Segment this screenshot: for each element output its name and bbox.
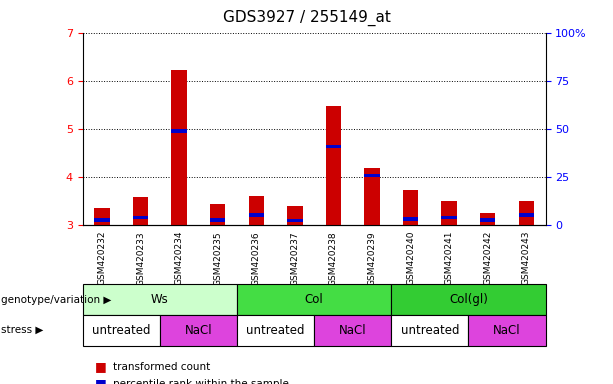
Bar: [480, 213, 495, 225]
Text: GDS3927 / 255149_at: GDS3927 / 255149_at: [223, 10, 390, 26]
Text: ■: ■: [95, 377, 107, 384]
Bar: [133, 216, 148, 219]
Bar: [326, 106, 341, 225]
Text: untreated: untreated: [246, 324, 305, 337]
Text: untreated: untreated: [92, 324, 151, 337]
Bar: [364, 174, 379, 177]
Bar: [249, 196, 264, 225]
Text: genotype/variation ▶: genotype/variation ▶: [1, 295, 112, 305]
Bar: [210, 218, 226, 222]
Text: NaCl: NaCl: [185, 324, 212, 337]
Bar: [441, 201, 457, 225]
Bar: [403, 217, 418, 220]
Bar: [519, 214, 534, 217]
Bar: [364, 168, 379, 225]
Bar: [94, 208, 110, 225]
Text: stress ▶: stress ▶: [1, 325, 44, 335]
Text: untreated: untreated: [401, 324, 459, 337]
Text: ■: ■: [95, 360, 107, 373]
Text: Col(gl): Col(gl): [449, 293, 488, 306]
Bar: [287, 219, 303, 222]
Bar: [210, 205, 226, 225]
Bar: [94, 218, 110, 222]
Text: NaCl: NaCl: [493, 324, 521, 337]
Bar: [403, 190, 418, 225]
Bar: [519, 201, 534, 225]
Bar: [172, 70, 187, 225]
Text: percentile rank within the sample: percentile rank within the sample: [113, 379, 289, 384]
Bar: [287, 207, 303, 225]
Text: Ws: Ws: [151, 293, 169, 306]
Bar: [249, 214, 264, 217]
Bar: [133, 197, 148, 225]
Bar: [172, 129, 187, 133]
Text: NaCl: NaCl: [339, 324, 367, 337]
Text: transformed count: transformed count: [113, 362, 211, 372]
Text: Col: Col: [305, 293, 324, 306]
Bar: [480, 218, 495, 222]
Bar: [441, 216, 457, 219]
Bar: [326, 145, 341, 148]
